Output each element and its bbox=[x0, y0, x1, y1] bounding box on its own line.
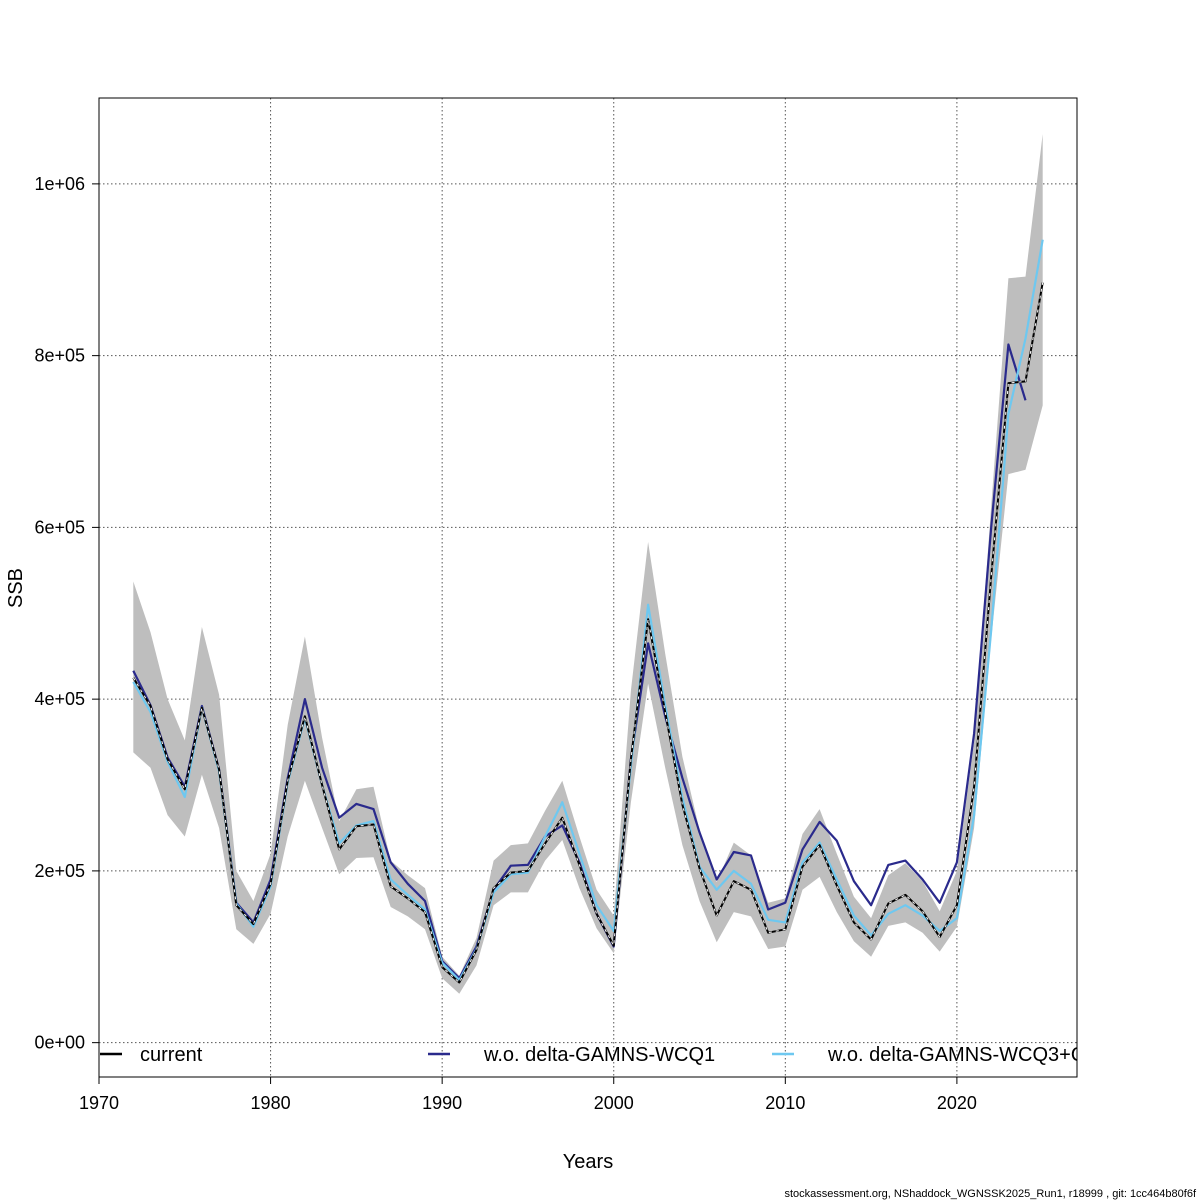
legend-label: w.o. delta-GAMNS-WCQ3+Q4 bbox=[827, 1044, 1098, 1066]
y-axis: 0e+00 2e+05 4e+05 6e+05 8e+05 1e+06 bbox=[34, 174, 100, 1053]
y-tick-label: 6e+05 bbox=[34, 517, 85, 537]
confidence-band bbox=[133, 134, 1043, 994]
y-tick-label: 8e+05 bbox=[34, 346, 85, 366]
x-tick-label: 1980 bbox=[251, 1093, 291, 1113]
x-axis: 1970 1980 1990 2000 2010 2020 bbox=[79, 1076, 977, 1113]
x-tick-label: 2020 bbox=[937, 1093, 977, 1113]
x-tick-label: 1970 bbox=[79, 1093, 119, 1113]
y-tick-label: 2e+05 bbox=[34, 861, 85, 881]
x-axis-title: Years bbox=[563, 1151, 613, 1173]
y-tick-label: 0e+00 bbox=[34, 1033, 85, 1053]
x-tick-label: 1990 bbox=[422, 1093, 462, 1113]
x-tick-label: 2000 bbox=[594, 1093, 634, 1113]
legend-item: current bbox=[100, 1044, 203, 1066]
series-line-current-dash bbox=[132, 282, 1044, 984]
legend-item: w.o. delta-GAMNS-WCQ3+Q4 bbox=[772, 1044, 1098, 1066]
y-tick-label: 1e+06 bbox=[34, 174, 85, 194]
legend-label: current bbox=[140, 1044, 203, 1066]
confidence-band-layer bbox=[133, 134, 1043, 994]
legend-label: w.o. delta-GAMNS-WCQ1 bbox=[483, 1044, 715, 1066]
footer-note: stockassessment.org, NShaddock_WGNSSK202… bbox=[784, 1188, 1196, 1200]
legend-item: w.o. delta-GAMNS-WCQ1 bbox=[428, 1044, 715, 1066]
y-axis-title: SSB bbox=[5, 568, 27, 608]
x-tick-label: 2010 bbox=[765, 1093, 805, 1113]
y-tick-label: 4e+05 bbox=[34, 689, 85, 709]
series-layer bbox=[132, 239, 1044, 984]
legend: current w.o. delta-GAMNS-WCQ1 w.o. delta-G… bbox=[100, 1044, 1098, 1066]
